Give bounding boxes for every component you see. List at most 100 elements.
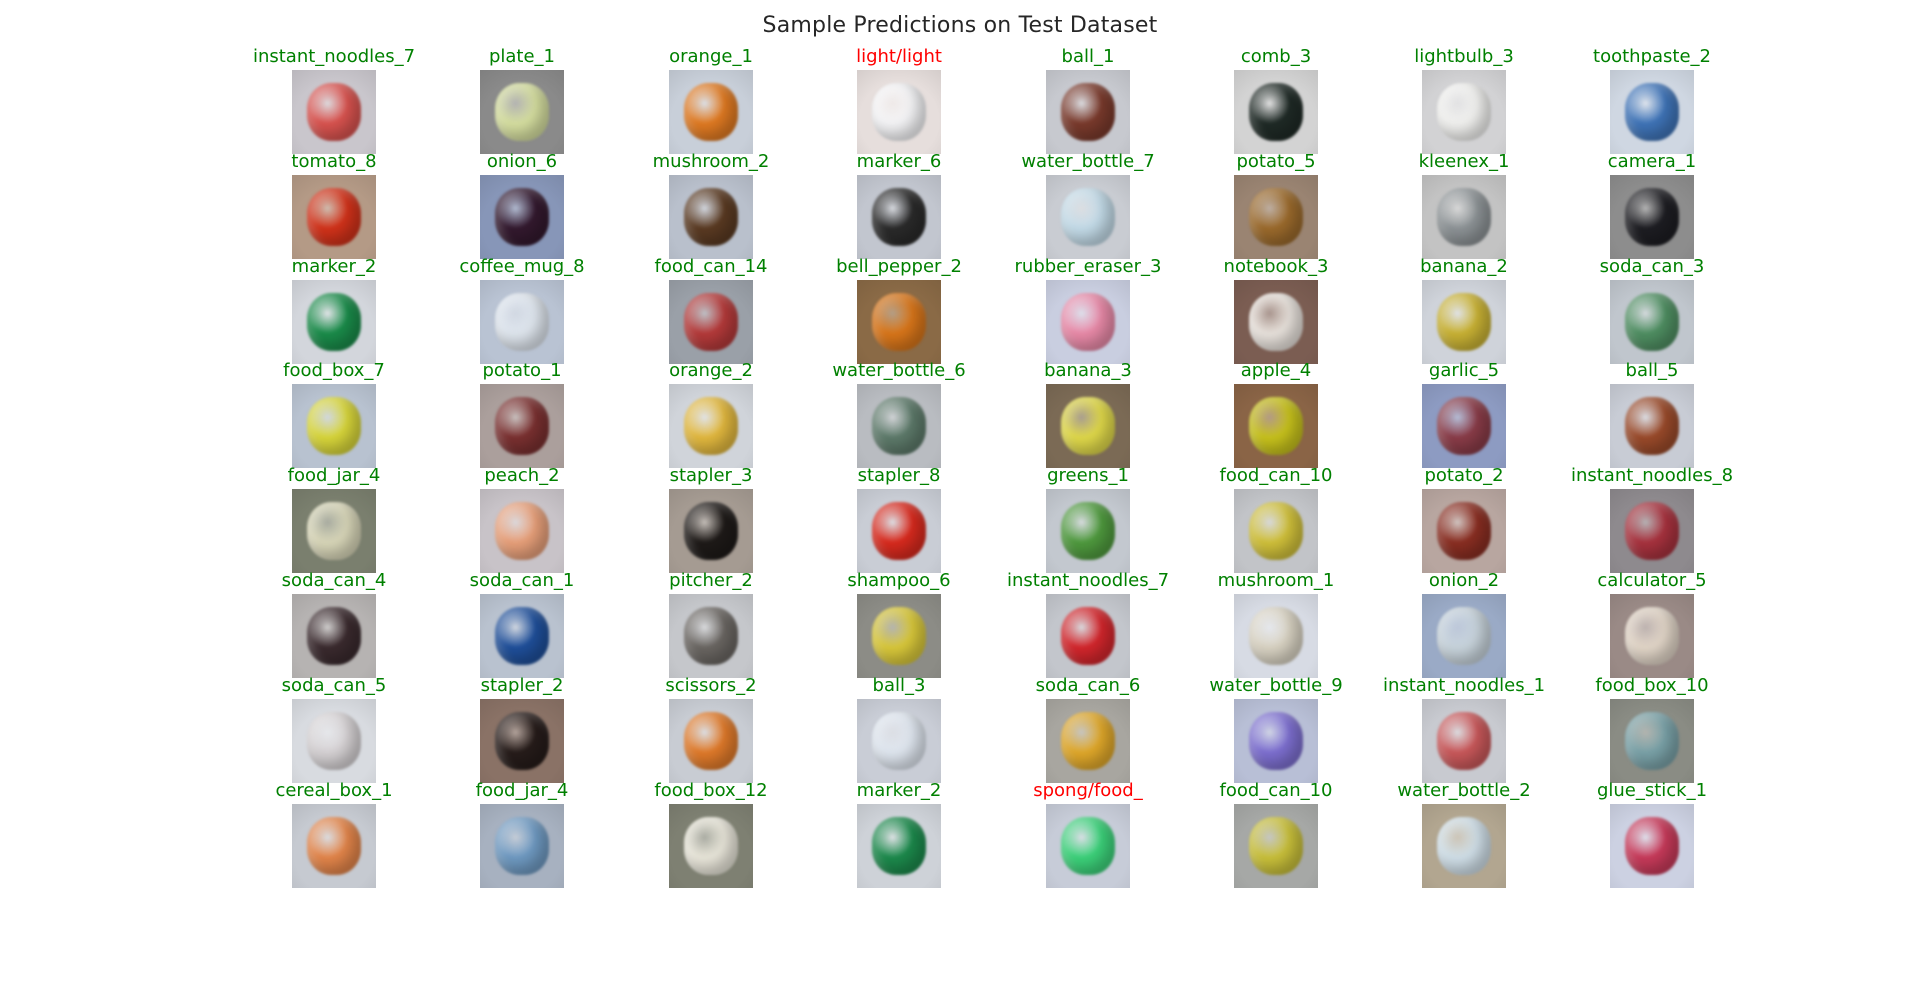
prediction-label-correct: orange_2 — [669, 360, 753, 381]
thumbnail-object — [1249, 293, 1303, 351]
sample-thumbnail — [292, 489, 376, 573]
prediction-label-correct: peach_2 — [484, 465, 560, 486]
thumbnail-object — [1249, 817, 1303, 875]
sample-thumbnail — [857, 594, 941, 678]
sample-cell: food_can_14 — [617, 256, 805, 364]
sample-cell: water_bottle_9 — [1182, 675, 1370, 783]
prediction-label-correct: ball_5 — [1625, 360, 1679, 381]
thumbnail-object — [684, 293, 738, 351]
sample-cell: soda_can_4 — [240, 570, 428, 678]
thumbnail-object — [307, 397, 361, 455]
thumbnail-object — [872, 607, 926, 665]
prediction-label-correct: rubber_eraser_3 — [1014, 256, 1162, 277]
thumbnail-object — [495, 607, 549, 665]
sample-cell: water_bottle_6 — [805, 360, 993, 468]
sample-cell: marker_2 — [805, 780, 993, 888]
prediction-label-correct: orange_1 — [669, 46, 753, 67]
sample-thumbnail — [1422, 384, 1506, 468]
sample-cell: ball_3 — [805, 675, 993, 783]
thumbnail-object — [684, 188, 738, 246]
prediction-label-correct: food_can_10 — [1219, 465, 1333, 486]
sample-thumbnail — [1610, 489, 1694, 573]
prediction-label-correct: scissors_2 — [665, 675, 757, 696]
thumbnail-object — [495, 83, 549, 141]
prediction-label-correct: soda_can_4 — [281, 570, 387, 591]
thumbnail-object — [1061, 83, 1115, 141]
prediction-label-correct: instant_noodles_1 — [1382, 675, 1546, 696]
thumbnail-object — [1061, 817, 1115, 875]
prediction-label-correct: onion_2 — [1428, 570, 1500, 591]
prediction-label-correct: kleenex_1 — [1418, 151, 1510, 172]
thumbnail-object — [872, 188, 926, 246]
prediction-label-incorrect: spong/food_ — [1033, 780, 1143, 801]
thumbnail-object — [1061, 607, 1115, 665]
sample-thumbnail — [1610, 594, 1694, 678]
thumbnail-object — [1061, 397, 1115, 455]
sample-thumbnail — [480, 594, 564, 678]
prediction-label-correct: pitcher_2 — [669, 570, 753, 591]
sample-cell: glue_stick_1 — [1558, 780, 1746, 888]
prediction-label-correct: tomato_8 — [291, 151, 377, 172]
thumbnail-object — [307, 502, 361, 560]
sample-cell: apple_4 — [1182, 360, 1370, 468]
thumbnail-object — [684, 502, 738, 560]
sample-cell: food_box_7 — [240, 360, 428, 468]
thumbnail-object — [684, 83, 738, 141]
thumbnail-object — [1625, 188, 1679, 246]
thumbnail-object — [872, 83, 926, 141]
sample-cell: scissors_2 — [617, 675, 805, 783]
sample-cell: rubber_eraser_3 — [994, 256, 1182, 364]
sample-cell: lightbulb_3 — [1370, 46, 1558, 154]
sample-cell: banana_3 — [994, 360, 1182, 468]
sample-thumbnail — [292, 384, 376, 468]
thumbnail-object — [1061, 712, 1115, 770]
thumbnail-object — [1249, 83, 1303, 141]
sample-thumbnail — [669, 175, 753, 259]
sample-cell: spong/food_ — [994, 780, 1182, 888]
sample-cell: notebook_3 — [1182, 256, 1370, 364]
prediction-label-correct: onion_6 — [486, 151, 558, 172]
sample-thumbnail — [292, 280, 376, 364]
prediction-label-correct: banana_3 — [1044, 360, 1132, 381]
sample-thumbnail — [669, 489, 753, 573]
sample-cell: food_jar_4 — [240, 465, 428, 573]
sample-cell: kleenex_1 — [1370, 151, 1558, 259]
sample-thumbnail — [1234, 489, 1318, 573]
prediction-label-correct: notebook_3 — [1223, 256, 1329, 277]
prediction-label-correct: toothpaste_2 — [1593, 46, 1711, 67]
thumbnail-object — [1625, 83, 1679, 141]
prediction-label-correct: coffee_mug_8 — [459, 256, 585, 277]
prediction-label-correct: marker_2 — [291, 256, 377, 277]
sample-cell: mushroom_1 — [1182, 570, 1370, 678]
sample-cell: calculator_5 — [1558, 570, 1746, 678]
sample-cell: marker_6 — [805, 151, 993, 259]
prediction-label-correct: instant_noodles_7 — [252, 46, 416, 67]
sample-cell: soda_can_1 — [428, 570, 616, 678]
sample-cell: instant_noodles_1 — [1370, 675, 1558, 783]
sample-thumbnail — [857, 699, 941, 783]
sample-cell: garlic_5 — [1370, 360, 1558, 468]
sample-cell: soda_can_6 — [994, 675, 1182, 783]
sample-thumbnail — [1422, 70, 1506, 154]
sample-thumbnail — [857, 384, 941, 468]
thumbnail-object — [1437, 293, 1491, 351]
prediction-label-correct: calculator_5 — [1597, 570, 1707, 591]
prediction-label-correct: cereal_box_1 — [275, 780, 393, 801]
sample-cell: food_box_12 — [617, 780, 805, 888]
sample-thumbnail — [1046, 70, 1130, 154]
sample-cell: cereal_box_1 — [240, 780, 428, 888]
prediction-label-correct: plate_1 — [488, 46, 556, 67]
sample-cell: greens_1 — [994, 465, 1182, 573]
sample-cell: ball_5 — [1558, 360, 1746, 468]
prediction-label-correct: mushroom_1 — [1217, 570, 1335, 591]
sample-thumbnail — [1422, 280, 1506, 364]
sample-cell: potato_2 — [1370, 465, 1558, 573]
sample-cell: coffee_mug_8 — [428, 256, 616, 364]
thumbnail-object — [1625, 293, 1679, 351]
sample-cell: potato_1 — [428, 360, 616, 468]
sample-cell: water_bottle_2 — [1370, 780, 1558, 888]
sample-thumbnail — [1046, 594, 1130, 678]
sample-thumbnail — [1422, 804, 1506, 888]
thumbnail-object — [1437, 83, 1491, 141]
sample-thumbnail — [292, 70, 376, 154]
